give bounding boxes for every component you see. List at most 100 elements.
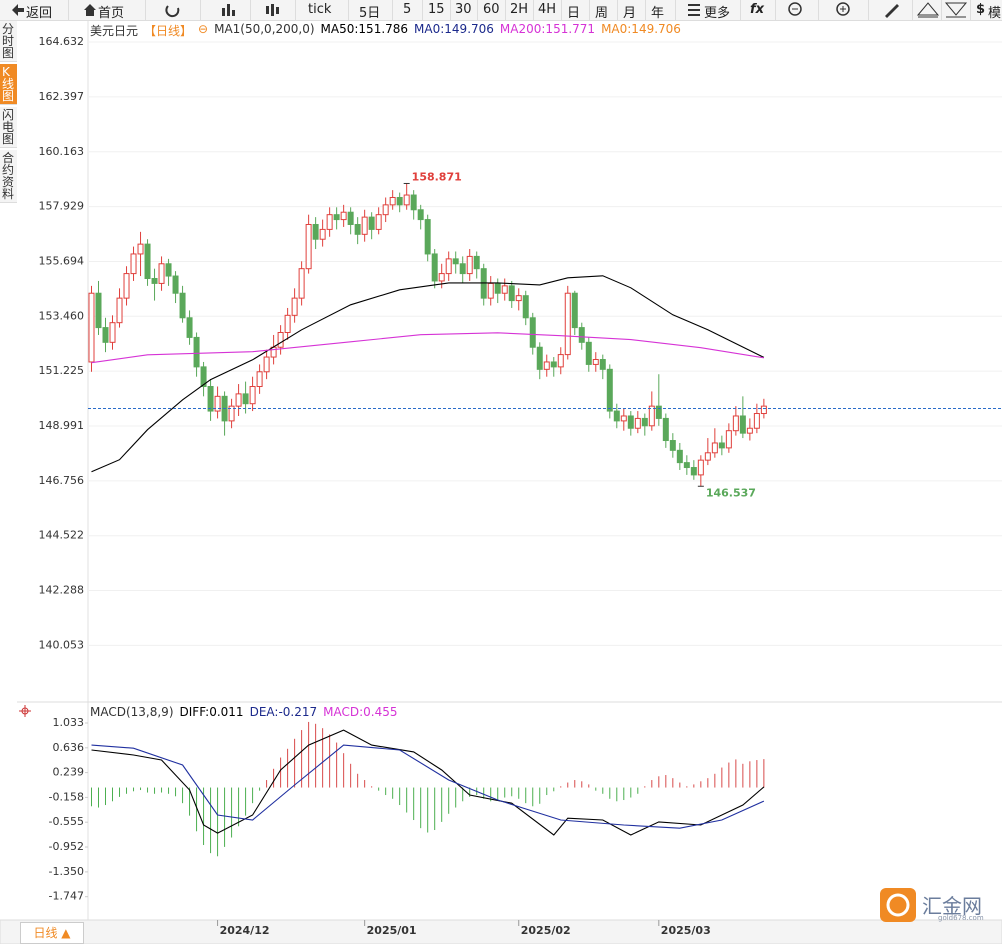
candle-body	[697, 459, 704, 476]
side-tab[interactable]: 闪电图	[0, 107, 17, 148]
candle-body	[459, 263, 466, 275]
y-tick-label: 151.225	[39, 364, 85, 377]
candle-body	[676, 449, 683, 464]
high-label: 158.871	[412, 170, 462, 183]
legend-entry: DEA:-0.217	[249, 705, 318, 719]
candle-body	[130, 253, 137, 275]
separator	[68, 0, 69, 20]
candle-body	[235, 393, 242, 407]
candle-body	[746, 427, 753, 434]
toggle[interactable]: ⊖	[198, 22, 209, 36]
toolbar-button[interactable]: 日	[567, 6, 581, 21]
candle-body	[256, 371, 263, 388]
candle-body	[634, 417, 641, 429]
toolbar-button[interactable]: 60	[483, 2, 500, 17]
y-tick-label: -1.350	[49, 865, 84, 878]
candle-body	[144, 243, 151, 279]
candle-body	[312, 223, 319, 240]
candle-body	[403, 194, 410, 206]
y-tick-label: 162.397	[39, 90, 85, 103]
x-tick-label: 2025/03	[661, 924, 711, 937]
separator	[348, 0, 349, 20]
toolbar-button[interactable]: 返回	[26, 6, 53, 21]
y-tick-label: -1.747	[49, 890, 84, 903]
candle-body	[739, 415, 746, 434]
candle-body	[305, 223, 312, 270]
candle-body	[186, 317, 193, 338]
candle-body	[165, 263, 172, 277]
candle-body	[319, 228, 326, 240]
period-button[interactable]: 日线 ▲	[20, 922, 84, 944]
candle-body	[333, 214, 340, 221]
toolbar-button[interactable]: 月	[623, 6, 637, 21]
period-label: 【日线】	[144, 24, 193, 38]
candle-body	[123, 273, 130, 299]
toolbar-button[interactable]: 模	[988, 6, 1002, 21]
candle-body	[431, 253, 438, 282]
macd-legend: MACD(13,8,9) DIFF:0.011 DEA:-0.217 MACD:0.…	[90, 705, 398, 719]
side-tab[interactable]: 分时图	[0, 21, 17, 62]
indicator-label[interactable]: MA1(50,0,200,0)	[214, 22, 315, 36]
candle-body	[200, 366, 207, 388]
candle-body	[382, 204, 389, 216]
candle-body	[543, 361, 550, 370]
side-tab[interactable]: K线图	[0, 64, 17, 105]
separator	[589, 0, 590, 20]
indicator-line	[91, 729, 765, 836]
candle-body	[424, 219, 431, 255]
separator	[617, 0, 618, 20]
candle-body	[662, 417, 669, 442]
legend-entry: MA200:151.771	[499, 22, 596, 36]
toolbar-button[interactable]: 30	[455, 2, 472, 17]
toolbar-button[interactable]: 周	[595, 6, 609, 21]
legend-entry: MA0:149.706	[601, 22, 681, 36]
candle-body	[718, 442, 725, 449]
candle-body	[242, 393, 249, 405]
y-tick-label: 1.033	[53, 716, 85, 729]
toolbar-button[interactable]: 5日	[359, 6, 381, 21]
candle-body	[557, 354, 564, 368]
plot-background	[17, 21, 1002, 920]
toolbar-button[interactable]: 2H	[510, 2, 529, 17]
candle-body	[228, 405, 235, 422]
toolbar-button[interactable]: fx	[750, 2, 765, 17]
separator	[422, 0, 423, 20]
price-legend: 美元日元 【日线】 ⊖ MA1(50,0,200,0) MA50:151.786…	[90, 22, 681, 39]
toolbar-button[interactable]: 首页	[98, 6, 125, 21]
candle-body	[613, 410, 620, 422]
candle-body	[172, 275, 179, 294]
candle-body	[298, 268, 305, 299]
candle-body	[109, 322, 116, 343]
candle-body	[648, 405, 655, 427]
candle-body	[466, 255, 473, 275]
candle-body	[690, 467, 697, 476]
candle-body	[389, 196, 396, 206]
y-tick-label: 0.636	[53, 741, 85, 754]
toolbar-button[interactable]: tick	[308, 2, 332, 17]
candle-body	[571, 292, 578, 329]
instrument-title: 美元日元	[90, 24, 139, 38]
toolbar-button[interactable]: 4H	[538, 2, 557, 17]
y-tick-label: 0.239	[53, 766, 85, 779]
y-tick-label: 164.632	[39, 35, 85, 48]
indicator-line	[91, 744, 765, 829]
side-tab[interactable]: 合约资料	[0, 150, 17, 203]
toolbar-button[interactable]: $	[976, 2, 986, 17]
toolbar-button[interactable]: 5	[403, 2, 412, 17]
candle-body	[564, 292, 571, 356]
y-tick-label: 155.694	[39, 254, 85, 267]
candle-body	[438, 273, 445, 282]
candle-body	[137, 243, 144, 255]
macd-settings-icon[interactable]	[19, 705, 31, 717]
toolbar-button[interactable]: 15	[428, 2, 445, 17]
candle-body	[592, 359, 599, 365]
toolbar-button[interactable]: 年	[651, 6, 665, 21]
candle-body	[578, 327, 585, 343]
candle-body	[550, 361, 557, 368]
toolbar-button[interactable]: 更多	[704, 6, 731, 21]
y-tick-label: 144.522	[39, 529, 85, 542]
x-tick-label: 2025/01	[367, 924, 417, 937]
side-tabs: 分时图 K线图 闪电图 合约资料	[0, 21, 17, 205]
separator	[818, 0, 819, 20]
